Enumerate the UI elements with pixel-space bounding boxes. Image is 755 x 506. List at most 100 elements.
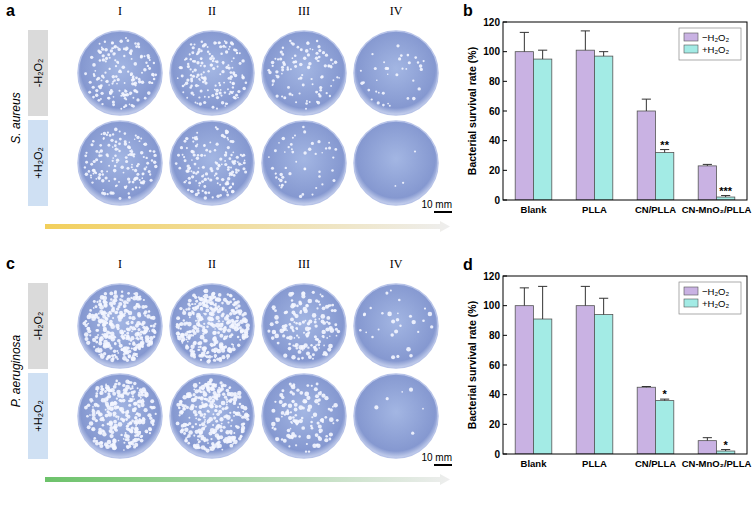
colony [374, 67, 377, 70]
colony [107, 132, 109, 134]
colony [207, 322, 210, 325]
colony [196, 102, 198, 104]
colony [239, 319, 244, 324]
colony [89, 414, 91, 416]
colony [308, 327, 311, 330]
colony [118, 315, 122, 319]
colony [229, 312, 232, 315]
colony [221, 101, 224, 104]
colony [293, 313, 296, 316]
colony [317, 45, 320, 48]
colony [200, 58, 202, 60]
colony [138, 46, 141, 49]
colony [124, 187, 127, 190]
colony [116, 159, 119, 162]
colony [327, 64, 330, 67]
colony [133, 89, 136, 92]
colony [414, 150, 416, 152]
colony [104, 390, 107, 393]
colony [423, 60, 425, 62]
colony [110, 49, 113, 52]
colony [233, 432, 235, 434]
colony [409, 315, 412, 318]
colony [275, 173, 277, 175]
colony [96, 420, 98, 422]
colony [124, 140, 127, 143]
colony [212, 106, 215, 109]
colony [298, 322, 301, 325]
colony [120, 108, 122, 110]
colony [202, 304, 206, 308]
colony [331, 169, 334, 172]
colony [131, 166, 133, 168]
colony [140, 182, 143, 185]
colony [332, 179, 335, 182]
colony [147, 91, 151, 95]
colony [274, 149, 277, 152]
colony [202, 166, 205, 169]
colony [92, 96, 95, 99]
colony [209, 298, 213, 302]
colony [188, 299, 192, 303]
column-label: IV [390, 257, 403, 271]
colony [177, 154, 180, 157]
colony [288, 343, 291, 346]
colony [96, 329, 99, 332]
colony [144, 55, 146, 57]
colony [408, 61, 411, 64]
colony [215, 89, 219, 93]
colony [140, 137, 142, 139]
colony [200, 90, 203, 93]
colony [195, 84, 198, 87]
colony [105, 57, 108, 60]
colony [317, 101, 320, 104]
colony [128, 316, 131, 319]
colony [330, 59, 333, 62]
colony [200, 73, 202, 75]
colony [112, 146, 114, 148]
colony [153, 78, 156, 81]
colony [135, 76, 138, 79]
colony [129, 91, 132, 94]
colony [200, 359, 202, 361]
colony [287, 86, 290, 89]
colony [315, 187, 317, 189]
colony [400, 54, 403, 57]
colony [238, 309, 243, 314]
colony [138, 420, 142, 424]
colony [152, 424, 154, 426]
colony [325, 305, 329, 309]
colony [125, 156, 128, 159]
colony [305, 102, 308, 105]
colony [136, 332, 140, 336]
colony [391, 320, 395, 324]
colony [130, 53, 132, 55]
colony [197, 324, 200, 327]
gradient-arrow [45, 221, 450, 232]
colony [196, 53, 198, 55]
colony [242, 76, 245, 79]
colony [401, 68, 403, 70]
colony [231, 140, 234, 143]
colony [303, 307, 307, 311]
colony [153, 154, 156, 157]
colony [191, 51, 194, 54]
colony [236, 52, 238, 54]
colony [363, 313, 366, 316]
colony [208, 192, 210, 194]
colony [146, 338, 149, 341]
colony [111, 337, 116, 342]
colony [219, 308, 221, 310]
colony [107, 355, 111, 359]
colony [279, 185, 281, 187]
row-band [28, 120, 48, 206]
colony [190, 190, 192, 192]
colony [96, 392, 99, 395]
colony [89, 398, 93, 402]
colony [108, 84, 110, 86]
colony [139, 295, 141, 297]
colony [104, 72, 106, 74]
colony [331, 309, 334, 312]
colony [122, 411, 125, 414]
colony [226, 130, 230, 134]
